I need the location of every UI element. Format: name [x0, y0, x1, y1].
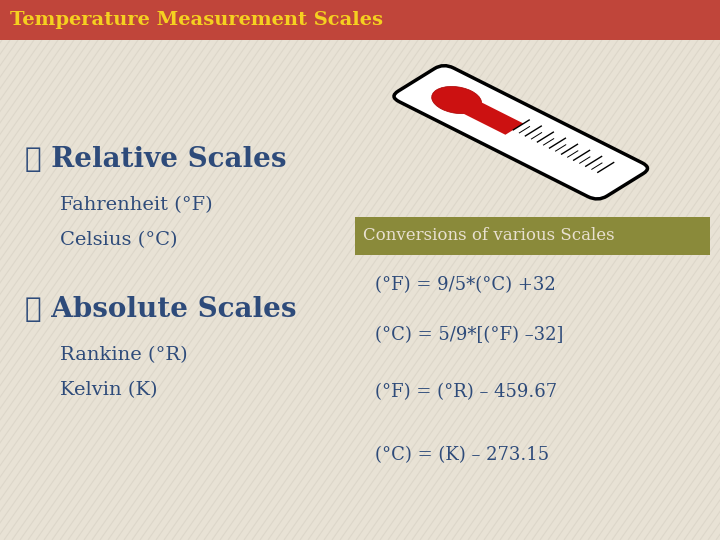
FancyBboxPatch shape [394, 66, 647, 199]
Text: (°F) = (°R) – 459.67: (°F) = (°R) – 459.67 [375, 383, 557, 401]
Text: Temperature Measurement Scales: Temperature Measurement Scales [10, 11, 383, 29]
Text: (°C) = (K) – 273.15: (°C) = (K) – 273.15 [375, 446, 549, 464]
Ellipse shape [432, 86, 482, 114]
Bar [355, 217, 710, 255]
Text: (°F) = 9/5*(°C) +32: (°F) = 9/5*(°C) +32 [375, 276, 556, 294]
Text: Conversions of various Scales: Conversions of various Scales [363, 227, 615, 245]
Bar [443, 92, 523, 135]
Text: Kelvin (K): Kelvin (K) [60, 381, 158, 399]
Text: Fahrenheit (°F): Fahrenheit (°F) [60, 196, 212, 214]
Text: Rankine (°R): Rankine (°R) [60, 346, 188, 364]
Text: Celsius (°C): Celsius (°C) [60, 231, 178, 249]
Text: (°C) = 5/9*[(°F) –32]: (°C) = 5/9*[(°F) –32] [375, 326, 563, 344]
Text: ❖ Relative Scales: ❖ Relative Scales [25, 146, 287, 173]
Text: ❖ Absolute Scales: ❖ Absolute Scales [25, 296, 297, 323]
Bar [0, 0, 720, 40]
